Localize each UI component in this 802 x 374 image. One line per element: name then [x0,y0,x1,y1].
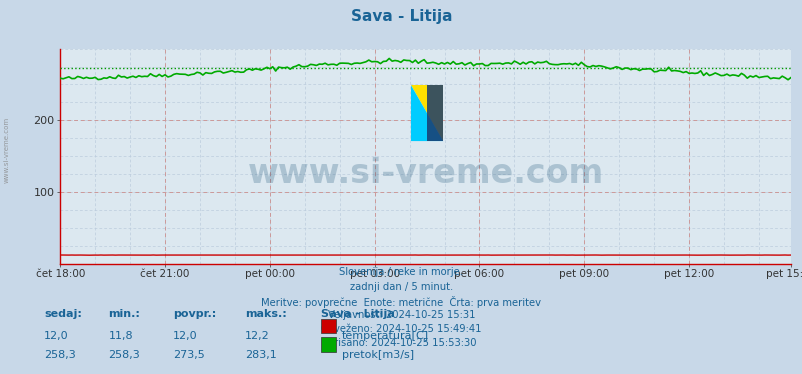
Text: 12,0: 12,0 [44,331,69,341]
Text: 283,1: 283,1 [245,350,277,360]
Text: temperatura[C]: temperatura[C] [342,331,428,341]
Polygon shape [427,85,443,141]
Text: www.si-vreme.com: www.si-vreme.com [3,117,10,183]
Text: 258,3: 258,3 [44,350,76,360]
Text: Izrisano: 2024-10-25 15:53:30: Izrisano: 2024-10-25 15:53:30 [326,338,476,349]
Text: maks.:: maks.: [245,309,286,319]
Text: Sava - Litija: Sava - Litija [321,309,395,319]
Text: 273,5: 273,5 [172,350,205,360]
Text: 11,8: 11,8 [108,331,133,341]
Text: Veljavnost: 2024-10-25 15:31: Veljavnost: 2024-10-25 15:31 [327,310,475,320]
Text: min.:: min.: [108,309,140,319]
Text: www.si-vreme.com: www.si-vreme.com [247,157,603,190]
Text: sedaj:: sedaj: [44,309,82,319]
Text: Sava - Litija: Sava - Litija [350,9,452,24]
Text: 258,3: 258,3 [108,350,140,360]
Text: Osveženo: 2024-10-25 15:49:41: Osveženo: 2024-10-25 15:49:41 [321,324,481,334]
Text: 12,0: 12,0 [172,331,197,341]
Text: povpr.:: povpr.: [172,309,216,319]
Text: zadnji dan / 5 minut.: zadnji dan / 5 minut. [350,282,452,292]
Text: Meritve: povprečne  Enote: metrične  Črta: prva meritev: Meritve: povprečne Enote: metrične Črta:… [261,296,541,308]
Polygon shape [411,85,443,141]
Text: pretok[m3/s]: pretok[m3/s] [342,350,414,360]
Text: Slovenija / reke in morje.: Slovenija / reke in morje. [339,267,463,278]
Text: 12,2: 12,2 [245,331,269,341]
Polygon shape [411,85,443,141]
